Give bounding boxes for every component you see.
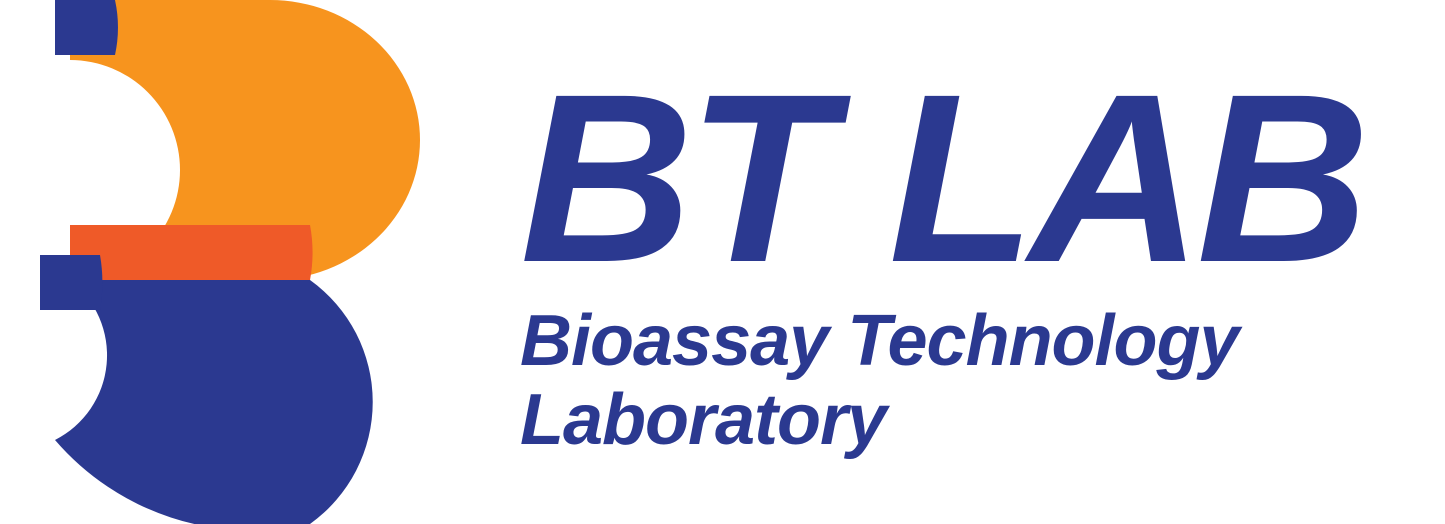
logo-bottom-lobe — [55, 280, 373, 524]
brand-main-text: BT LAB — [520, 64, 1364, 292]
logo-container: BT LAB Bioassay Technology Laboratory — [0, 0, 1445, 524]
logo-top-accent — [55, 0, 118, 55]
logo-overlap — [70, 225, 313, 280]
brand-sub-line1: Bioassay Technology — [520, 302, 1364, 381]
brand-sub-line2: Laboratory — [520, 381, 1364, 460]
logo-mark — [0, 0, 460, 524]
logo-mid-accent — [40, 255, 102, 310]
logo-text-block: BT LAB Bioassay Technology Laboratory — [520, 64, 1364, 460]
